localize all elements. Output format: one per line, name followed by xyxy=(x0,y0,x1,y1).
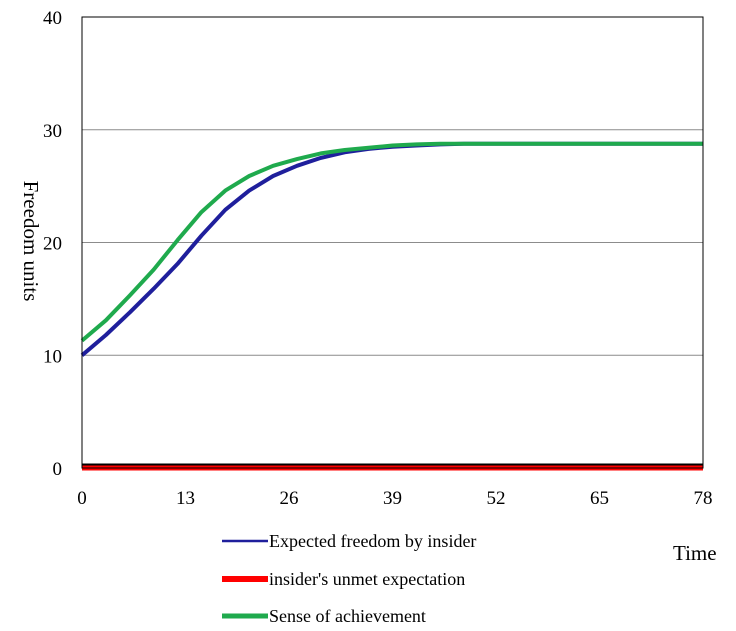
legend-item: Sense of achievement xyxy=(222,606,426,626)
legend: Expected freedom by insider insider's unm… xyxy=(222,531,476,626)
tick-labels: 0 10 20 30 40 0 13 26 39 52 65 78 xyxy=(43,8,713,509)
plot-area-frame xyxy=(81,16,704,469)
y-tick-label: 30 xyxy=(43,121,62,142)
legend-item: insider's unmet expectation xyxy=(222,569,465,589)
legend-label: Sense of achievement xyxy=(269,606,426,626)
y-axis-label: Freedom units xyxy=(19,181,43,302)
x-tick-label: 65 xyxy=(590,488,609,509)
y-tick-label: 40 xyxy=(43,8,62,29)
x-tick-label: 78 xyxy=(694,488,713,509)
x-axis-label: Time xyxy=(673,541,717,565)
x-tick-label: 26 xyxy=(280,488,299,509)
series-line-1 xyxy=(80,141,703,357)
gridlines xyxy=(82,129,703,356)
x-tick-label: 39 xyxy=(383,488,402,509)
series-lines xyxy=(80,141,703,471)
legend-label: Expected freedom by insider xyxy=(269,531,476,551)
legend-item: Expected freedom by insider xyxy=(222,531,476,551)
legend-label: insider's unmet expectation xyxy=(269,569,465,589)
y-tick-label: 20 xyxy=(43,234,62,255)
x-tick-label: 0 xyxy=(77,488,87,509)
y-tick-label: 0 xyxy=(53,459,63,480)
x-tick-label: 13 xyxy=(176,488,195,509)
y-tick-label: 10 xyxy=(43,346,62,367)
series-line-3 xyxy=(80,141,703,343)
x-tick-label: 52 xyxy=(487,488,506,509)
